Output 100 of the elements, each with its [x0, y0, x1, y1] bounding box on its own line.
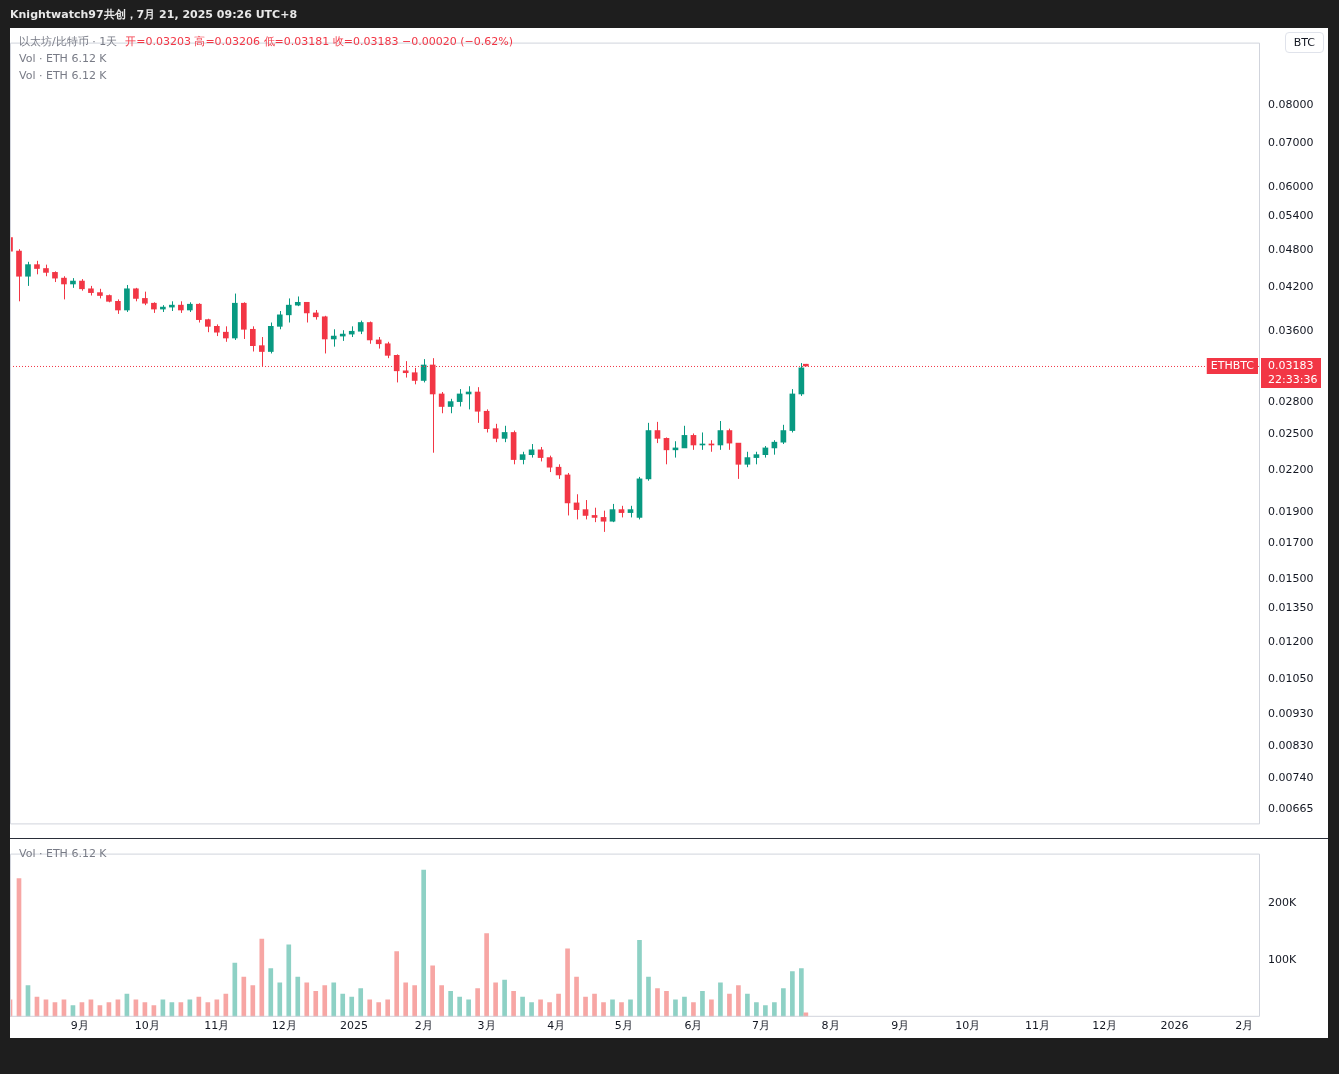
bar — [601, 1002, 606, 1017]
candlestick — [654, 421, 661, 444]
bar — [547, 1002, 552, 1017]
bar — [790, 971, 795, 1017]
bar — [610, 999, 615, 1017]
bar — [709, 999, 714, 1017]
y-tick-label: 0.01700 — [1268, 536, 1314, 550]
bar — [385, 999, 391, 1017]
chart-title: 以太坊/比特币 · 1天 — [19, 35, 118, 48]
bar — [745, 993, 750, 1017]
y-tick-label: 0.06000 — [1268, 179, 1314, 193]
y-tick-label: 0.07000 — [1268, 136, 1314, 150]
bar — [538, 999, 543, 1017]
candlestick — [582, 499, 589, 520]
bar — [763, 1005, 768, 1017]
x-tick-label: 3月 — [477, 1019, 496, 1033]
y-tick-label: 0.02200 — [1268, 463, 1314, 477]
text: Knightwatch97共创，7月 21, 2025 09:26 UTC+8 — [10, 7, 298, 22]
bar — [322, 985, 328, 1017]
x-tick-label: 10月 — [134, 1019, 160, 1033]
bar — [529, 1002, 534, 1017]
bar — [646, 976, 651, 1017]
x-tick-label: 11月 — [1024, 1019, 1050, 1033]
bar — [637, 939, 642, 1017]
candlestick — [61, 275, 67, 300]
bar — [313, 990, 319, 1017]
candlestick — [124, 284, 130, 313]
bar — [799, 968, 804, 1017]
bar — [574, 976, 579, 1017]
annotation: Vol · ETH 6.12 K — [19, 68, 108, 84]
y-tick-label: 0.00830 — [1268, 738, 1314, 752]
y-tick-label: 0.02500 — [1268, 427, 1314, 441]
candlestick — [303, 301, 310, 323]
ref-line-label: ETHBTC — [1210, 358, 1255, 372]
bar — [628, 999, 633, 1017]
bar — [664, 990, 669, 1017]
bar — [412, 985, 418, 1017]
bar — [232, 962, 238, 1017]
y-tick-label: 0.04800 — [1268, 242, 1314, 256]
bar — [295, 976, 301, 1017]
bar — [718, 982, 723, 1017]
bar — [565, 948, 570, 1017]
bar — [439, 985, 444, 1017]
bar — [520, 996, 525, 1017]
y-tick-label: 0.05400 — [1268, 209, 1314, 223]
x-tick-label: 12月 — [271, 1019, 297, 1033]
bar — [556, 993, 561, 1017]
y-tick-label: 0.00665 — [1268, 801, 1314, 815]
y-tick-label: 0.01200 — [1268, 634, 1314, 648]
bar — [421, 869, 426, 1017]
bar — [349, 996, 355, 1017]
bar — [655, 988, 660, 1017]
candlestick — [492, 423, 499, 443]
bar — [376, 1002, 382, 1017]
y-tick-label: 100K — [1268, 952, 1297, 966]
y-tick-label: 0.00740 — [1268, 771, 1314, 785]
bar — [475, 988, 480, 1017]
text: 0.03183 — [1268, 358, 1314, 372]
candlestick — [249, 325, 256, 353]
candlestick — [25, 261, 31, 287]
bar — [331, 982, 337, 1017]
bar — [250, 985, 256, 1017]
bar — [241, 976, 247, 1017]
bar — [286, 944, 292, 1017]
bar — [259, 938, 265, 1017]
y-tick-label: 200K — [1268, 896, 1297, 910]
x-tick-label: 4月 — [547, 1019, 566, 1033]
bar — [403, 982, 409, 1017]
annotation: Vol · ETH 6.12 K — [19, 846, 107, 862]
bar — [394, 951, 400, 1017]
x-tick-label: 9月 — [70, 1019, 89, 1033]
bar — [340, 993, 346, 1017]
bar — [754, 1002, 759, 1017]
x-tick-label: 8月 — [821, 1019, 840, 1033]
bar — [367, 999, 373, 1017]
y-tick-label: 0.02800 — [1268, 395, 1314, 409]
y-tick-label: 0.01050 — [1268, 672, 1314, 686]
x-tick-label: 2月 — [414, 1019, 433, 1033]
bar — [466, 999, 471, 1017]
bar — [781, 988, 786, 1017]
x-tick-label: 7月 — [751, 1019, 770, 1033]
bar — [304, 982, 310, 1017]
bar — [736, 985, 741, 1017]
candlestick — [196, 302, 202, 323]
text: 22:33:36 — [1268, 372, 1318, 386]
bar — [727, 993, 732, 1017]
candlestick — [276, 310, 283, 330]
bar — [457, 996, 462, 1017]
bar — [583, 996, 588, 1017]
y-axis-title: BTC — [1284, 32, 1324, 53]
bar — [673, 999, 678, 1017]
bar — [502, 979, 507, 1017]
bar — [619, 1002, 624, 1017]
bar — [358, 988, 364, 1017]
y-tick-label: 0.08000 — [1268, 98, 1314, 112]
bar — [268, 968, 274, 1017]
x-tick-label: 10月 — [955, 1019, 981, 1033]
bar — [484, 933, 489, 1017]
x-tick-label: 12月 — [1092, 1019, 1118, 1033]
y-tick-label: 0.03600 — [1268, 324, 1314, 338]
